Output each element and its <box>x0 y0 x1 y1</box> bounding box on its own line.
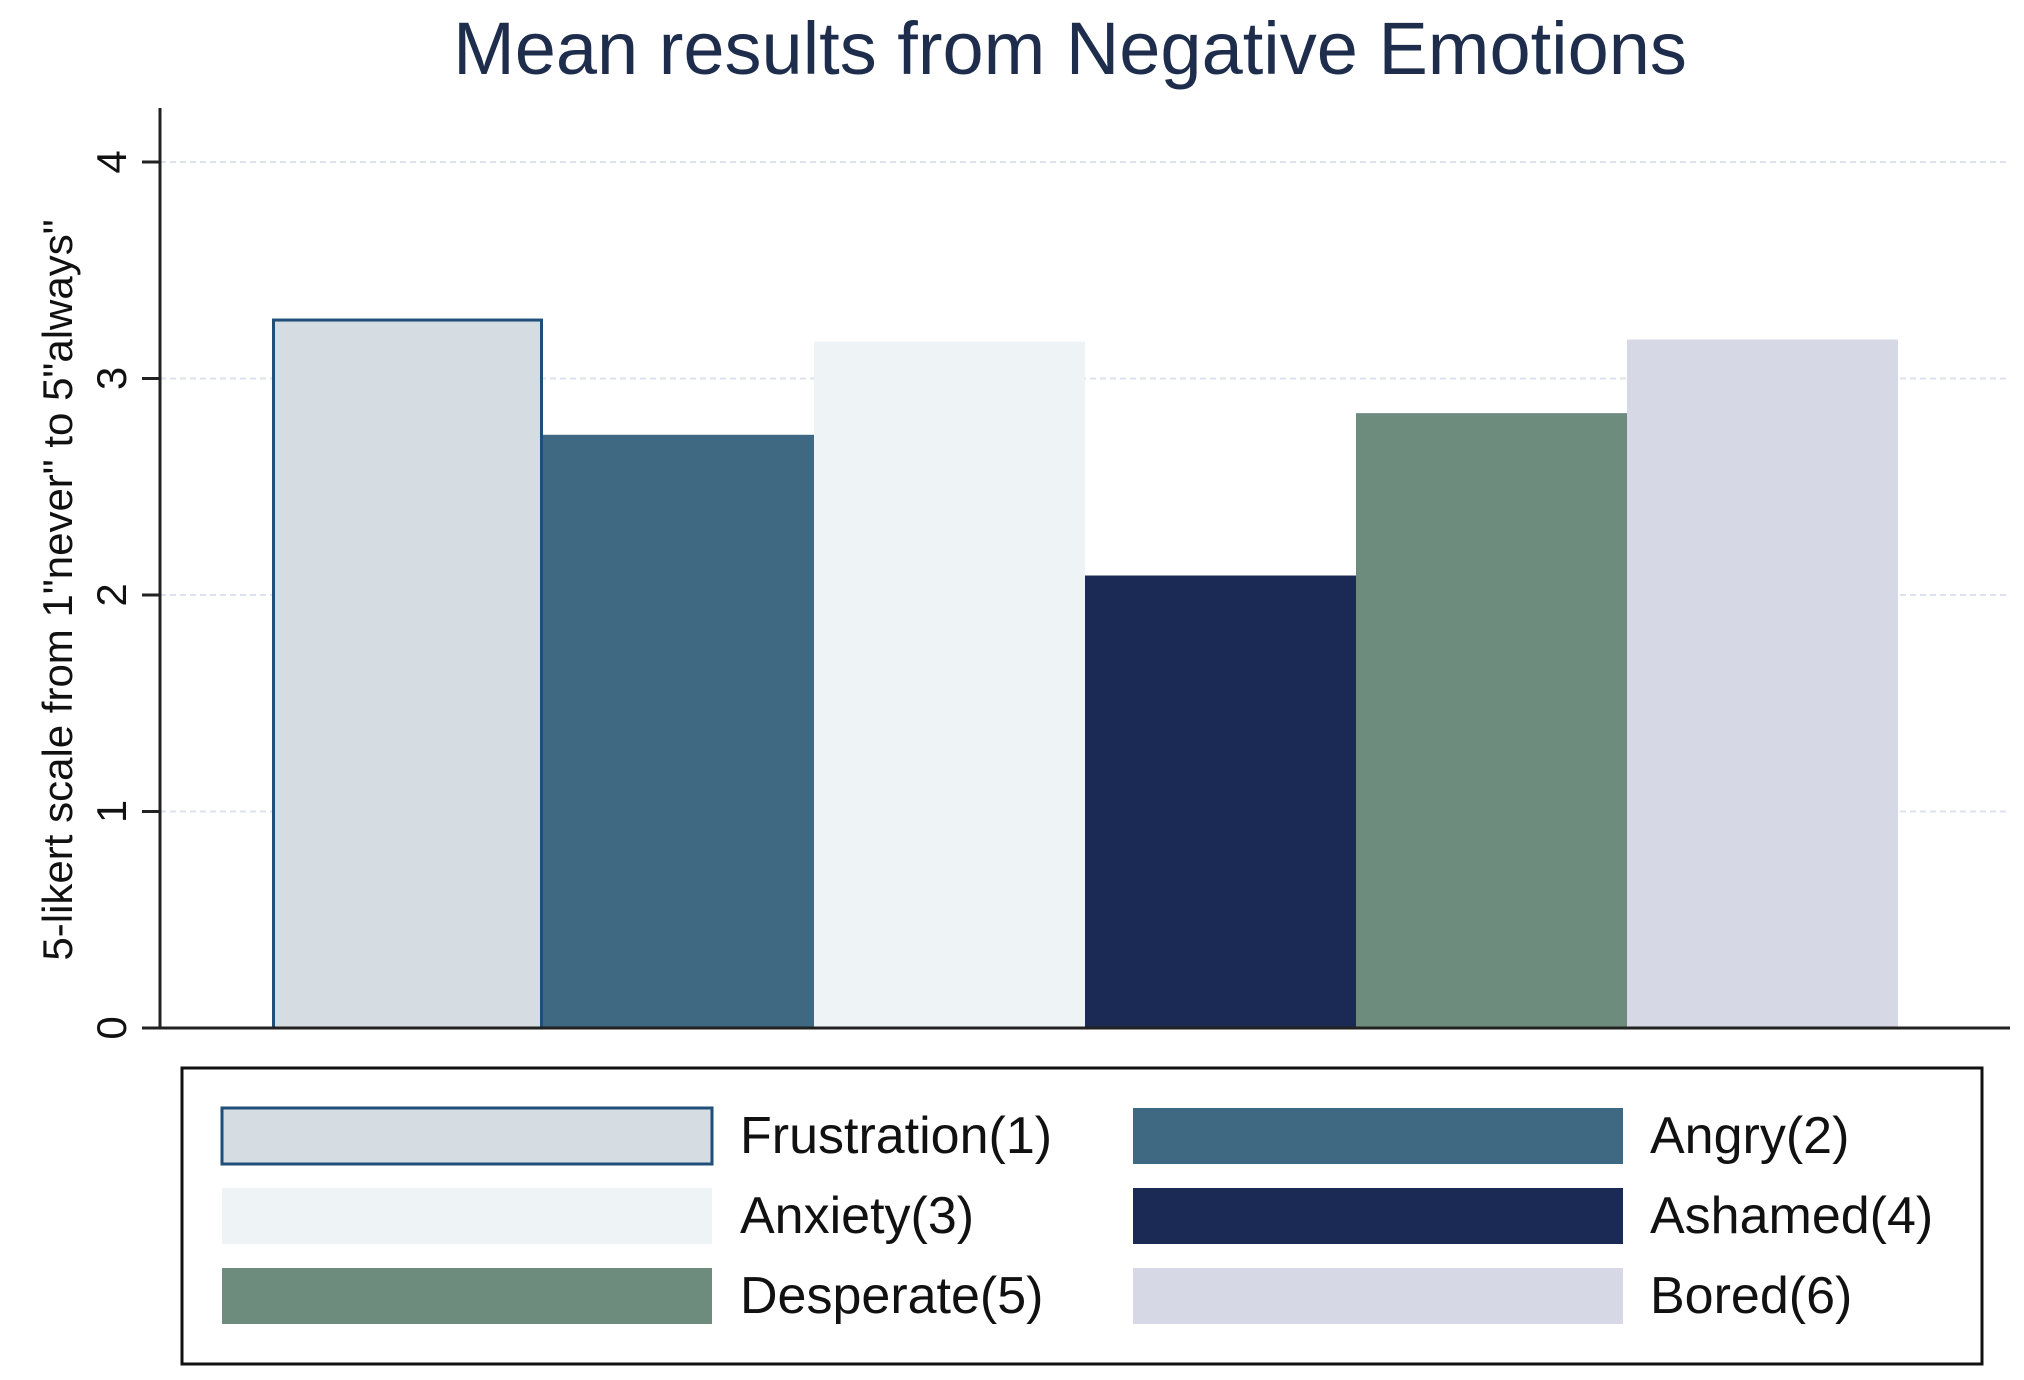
legend-swatch-desperate <box>222 1268 712 1324</box>
legend: Frustration(1) Angry(2) Anxiety(3) Ashamed(… <box>180 1066 1984 1366</box>
y-tick-label-0: 0 <box>88 1016 135 1039</box>
y-tick-label-3: 3 <box>88 367 135 390</box>
legend-label-angry: Angry(2) <box>1650 1107 1849 1165</box>
legend-swatch-bored <box>1133 1268 1623 1324</box>
legend-swatch-ashamed <box>1133 1188 1623 1244</box>
legend-swatch-frustration <box>220 1106 714 1166</box>
bar-ashamed <box>1085 575 1356 1028</box>
y-tick-label-2: 2 <box>88 583 135 606</box>
y-tick-label-4: 4 <box>88 150 135 173</box>
y-ticks: 0 1 2 3 4 <box>88 150 160 1040</box>
axes <box>158 108 2010 1030</box>
legend-label-bored: Bored(6) <box>1650 1267 1852 1325</box>
y-axis-label: 5-likert scale from 1"never" to 5"always… <box>34 219 81 960</box>
legend-swatch-anxiety <box>222 1188 712 1244</box>
bars <box>272 318 1898 1030</box>
chart-title: Mean results from Negative Emotions <box>453 7 1687 90</box>
legend-label-anxiety: Anxiety(3) <box>740 1187 974 1245</box>
legend-label-frustration: Frustration(1) <box>740 1107 1052 1165</box>
legend-label-ashamed: Ashamed(4) <box>1650 1187 1933 1245</box>
bar-angry <box>543 434 814 1028</box>
legend-label-desperate: Desperate(5) <box>740 1267 1043 1325</box>
y-tick-label-1: 1 <box>88 800 135 823</box>
legend-swatch-angry <box>1133 1108 1623 1164</box>
bar-frustration <box>272 318 543 1030</box>
bar-bored <box>1627 339 1898 1028</box>
bar-desperate <box>1356 413 1627 1028</box>
bar-anxiety <box>814 341 1085 1028</box>
